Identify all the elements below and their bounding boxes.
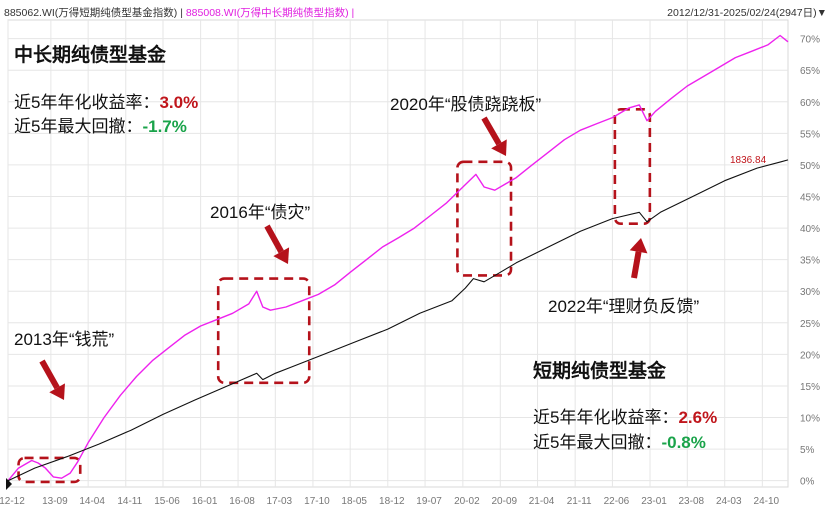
x-tick-label: 18-12 <box>379 496 405 507</box>
x-tick-label: 18-05 <box>341 496 367 507</box>
y-tick-label: 15% <box>800 382 820 393</box>
arrow-head <box>49 383 65 400</box>
y-tick-label: 60% <box>800 98 820 109</box>
long-term-return-value: 3.0% <box>159 93 199 112</box>
long-term-return-label: 近5年年化收益率： <box>14 93 160 112</box>
long-term-drawdown: 近5年最大回撤：-1.7% <box>14 112 187 137</box>
short-term-drawdown: 近5年最大回撤：-0.8% <box>533 428 706 453</box>
y-tick-label: 65% <box>800 66 820 77</box>
series-b-name: 885008.WI(万得中长期纯债型指数) <box>185 7 349 19</box>
header-separator-end: | <box>348 7 355 19</box>
start-marker <box>6 478 12 490</box>
arrow-head <box>491 139 507 156</box>
series-lines <box>6 34 789 490</box>
grid-lines <box>7 19 789 488</box>
event-2020-label: 2020年“股债跷跷板” <box>390 95 542 114</box>
event-box-2020 <box>456 160 513 277</box>
x-tick-label: 23-08 <box>679 496 705 507</box>
x-tick-label: 14-04 <box>79 496 105 507</box>
long-term-drawdown-label: 近5年最大回撤： <box>14 117 143 136</box>
long-term-title: 中长期纯债型基金 <box>14 45 167 66</box>
long-term-return: 近5年年化收益率：3.0% <box>14 88 198 113</box>
y-tick-label: 0% <box>800 477 815 488</box>
arrow-head <box>629 238 648 254</box>
event-box-2022 <box>613 108 652 225</box>
header-separator: | <box>177 7 186 19</box>
arrow-shaft <box>264 224 284 254</box>
x-tick-label: 17-10 <box>304 496 330 507</box>
y-axis: 0% 5% 10% 15% 20% 25% 30% 35% 40% 45% 50% 55% 60% 65%… <box>800 35 820 488</box>
event-boxes <box>17 108 652 484</box>
event-2016-label: 2016年“债灾” <box>210 203 311 222</box>
event-2013-label: 2013年“钱荒” <box>14 330 115 349</box>
short-term-return-value: 2.6% <box>678 408 718 427</box>
arrow-shaft <box>481 116 502 146</box>
arrow-shaft <box>631 251 642 279</box>
short-term-return: 近5年年化收益率：2.6% <box>533 403 717 428</box>
arrow-2016 <box>264 224 290 264</box>
chart-header: 885062.WI(万得短期纯债型基金指数) | 885008.WI(万得中长期… <box>4 5 354 20</box>
x-tick-label: 14-11 <box>117 496 142 507</box>
x-tick-label: 13-09 <box>42 496 68 507</box>
y-tick-label: 10% <box>800 414 820 425</box>
series-a-name: 885062.WI(万得短期纯债型基金指数) <box>4 7 178 19</box>
date-range-text: 2012/12/31-2025/02/24(2947日) <box>667 7 817 19</box>
x-tick-label: 16-08 <box>229 496 255 507</box>
x-tick-label: 24-10 <box>754 496 780 507</box>
event-box-2013 <box>17 456 82 484</box>
x-tick-label: 21-11 <box>567 496 592 507</box>
arrow-2020 <box>481 116 507 156</box>
y-tick-label: 5% <box>800 445 815 456</box>
short-term-drawdown-label: 近5年最大回撤： <box>533 433 662 452</box>
x-tick-label: 16-01 <box>192 496 218 507</box>
x-tick-label: 23-01 <box>641 496 667 507</box>
y-tick-label: 40% <box>800 224 820 235</box>
x-axis: 12-12 13-09 14-04 14-11 15-06 16-01 16-08 17-03… <box>0 496 780 507</box>
chevron-down-icon[interactable]: ▼ <box>816 7 827 19</box>
arrow-2022 <box>629 238 648 279</box>
event-2022-label: 2022年“理财负反馈” <box>548 297 700 316</box>
series-line-long-term <box>7 34 789 482</box>
short-term-drawdown-value: -0.8% <box>661 433 706 452</box>
x-tick-label: 15-06 <box>154 496 180 507</box>
event-arrows <box>39 116 648 400</box>
series-line-short-term <box>7 159 789 482</box>
x-tick-label: 21-04 <box>529 496 555 507</box>
y-tick-label: 70% <box>800 35 820 46</box>
long-term-drawdown-value: -1.7% <box>142 117 187 136</box>
short-term-title: 短期纯债型基金 <box>533 361 667 382</box>
y-tick-label: 55% <box>800 129 820 140</box>
x-tick-label: 20-09 <box>492 496 518 507</box>
date-range[interactable]: 2012/12/31-2025/02/24(2947日)▼ <box>667 5 827 20</box>
y-tick-label: 35% <box>800 256 820 267</box>
x-tick-label: 22-06 <box>604 496 630 507</box>
short-term-return-label: 近5年年化收益率： <box>533 408 679 427</box>
arrow-shaft <box>39 359 60 390</box>
x-tick-label: 19-07 <box>416 496 442 507</box>
event-box-2016 <box>216 277 311 385</box>
y-tick-label: 25% <box>800 319 820 330</box>
y-tick-label: 45% <box>800 193 820 204</box>
x-tick-label: 12-12 <box>0 496 25 507</box>
x-tick-label: 20-02 <box>454 496 480 507</box>
arrow-head <box>273 247 290 264</box>
y-tick-label: 50% <box>800 161 820 172</box>
x-tick-label: 24-03 <box>716 496 742 507</box>
last-value-label: 1836.84 <box>730 155 767 166</box>
arrow-2013 <box>39 359 65 400</box>
x-tick-label: 17-03 <box>267 496 293 507</box>
y-tick-label: 20% <box>800 350 820 361</box>
y-tick-label: 30% <box>800 287 820 298</box>
